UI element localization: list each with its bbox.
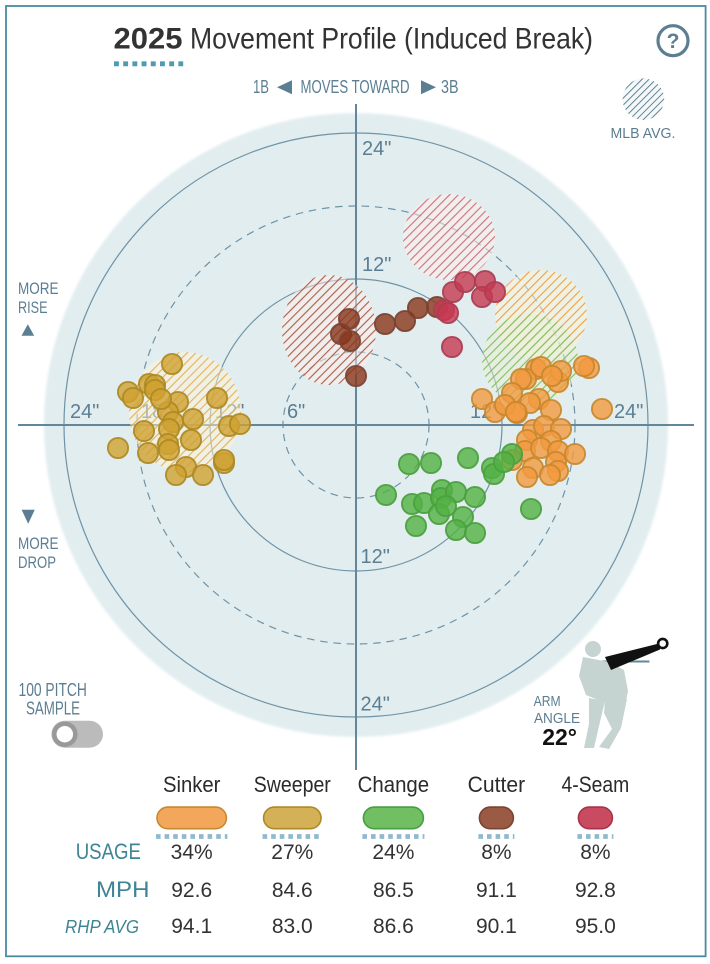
svg-text:12": 12" bbox=[362, 254, 391, 276]
svg-text:Movement Profile (Induced Brea: Movement Profile (Induced Break) bbox=[190, 23, 593, 56]
svg-text:94.1: 94.1 bbox=[171, 915, 212, 938]
svg-text:90.1: 90.1 bbox=[476, 915, 517, 938]
svg-text:86.5: 86.5 bbox=[373, 879, 414, 902]
svg-text:27%: 27% bbox=[271, 841, 313, 864]
svg-text:92.8: 92.8 bbox=[575, 879, 616, 902]
svg-text:USAGE: USAGE bbox=[76, 839, 141, 864]
svg-text:MORE: MORE bbox=[18, 534, 59, 553]
svg-text:100 PITCH: 100 PITCH bbox=[19, 680, 87, 700]
svg-text:RHP AVG: RHP AVG bbox=[65, 917, 139, 937]
svg-text:95.0: 95.0 bbox=[575, 915, 616, 938]
svg-text:SAMPLE: SAMPLE bbox=[26, 699, 80, 719]
svg-text:24": 24" bbox=[362, 138, 391, 160]
svg-text:22°: 22° bbox=[542, 724, 577, 750]
svg-text:24%: 24% bbox=[372, 841, 414, 864]
svg-text:ARM: ARM bbox=[534, 693, 561, 710]
svg-text:83.0: 83.0 bbox=[272, 915, 313, 938]
svg-text:84.6: 84.6 bbox=[272, 879, 313, 902]
svg-text:24": 24" bbox=[70, 401, 99, 423]
svg-text:91.1: 91.1 bbox=[476, 879, 517, 902]
svg-text:Sinker: Sinker bbox=[163, 772, 221, 797]
svg-text:Sweeper: Sweeper bbox=[254, 772, 331, 797]
svg-text:8%: 8% bbox=[481, 841, 511, 864]
svg-text:Cutter: Cutter bbox=[468, 772, 526, 797]
svg-text:MLB AVG.: MLB AVG. bbox=[611, 126, 676, 142]
svg-text:MORE: MORE bbox=[18, 279, 59, 298]
svg-text:1B: 1B bbox=[253, 77, 269, 97]
svg-text:34%: 34% bbox=[171, 841, 213, 864]
svg-text:4-Seam: 4-Seam bbox=[562, 772, 630, 797]
svg-text:MOVES TOWARD: MOVES TOWARD bbox=[301, 77, 410, 97]
svg-text:ANGLE: ANGLE bbox=[534, 710, 580, 727]
svg-text:?: ? bbox=[667, 30, 680, 53]
svg-text:2025: 2025 bbox=[114, 23, 183, 56]
svg-text:24": 24" bbox=[361, 694, 390, 716]
svg-text:86.6: 86.6 bbox=[373, 915, 414, 938]
svg-text:92.6: 92.6 bbox=[171, 879, 212, 902]
svg-text:MPH: MPH bbox=[96, 877, 150, 902]
svg-text:RISE: RISE bbox=[18, 298, 48, 317]
svg-text:12": 12" bbox=[361, 546, 390, 568]
svg-text:DROP: DROP bbox=[18, 553, 56, 572]
svg-text:8%: 8% bbox=[580, 841, 610, 864]
svg-text:Change: Change bbox=[358, 772, 430, 797]
svg-text:3B: 3B bbox=[441, 77, 459, 97]
svg-text:24": 24" bbox=[614, 401, 643, 423]
svg-text:6": 6" bbox=[287, 401, 305, 423]
